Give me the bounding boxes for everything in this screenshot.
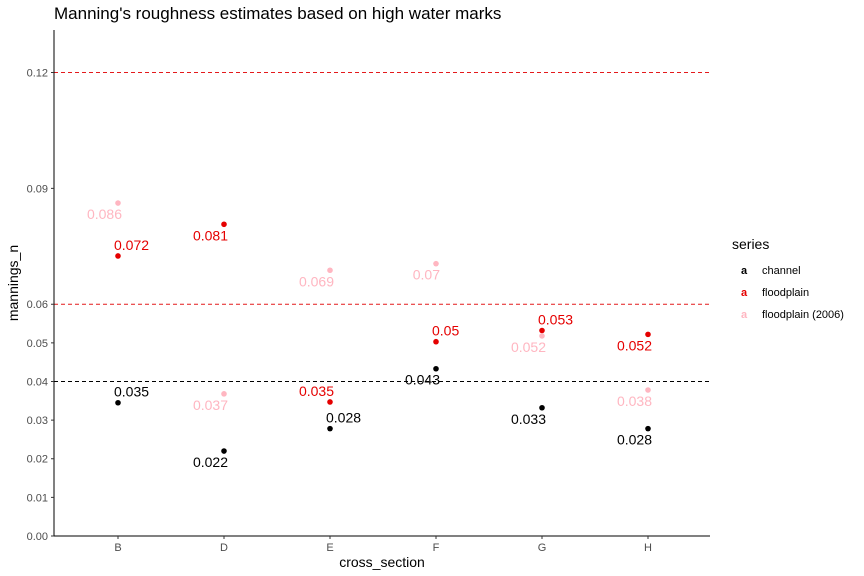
data-label: 0.028: [326, 410, 361, 426]
data-point: [433, 260, 439, 267]
plot-area: 0.035 0.022 0.028 0.043 0.033 0.028 0.072 0.081…: [54, 71, 710, 470]
data-label: 0.035: [114, 384, 149, 400]
x-tick-label: H: [644, 542, 652, 554]
data-point: [433, 365, 439, 372]
data-label: 0.035: [299, 383, 334, 399]
data-label: 0.033: [511, 411, 546, 427]
legend-label: channel: [762, 265, 801, 277]
chart-title: Manning's roughness estimates based on h…: [54, 4, 501, 23]
data-point: [221, 391, 227, 397]
data-point: [433, 338, 439, 345]
data-point: [115, 253, 121, 259]
data-point: [539, 404, 545, 411]
y-axis-title: mannings_n: [5, 245, 21, 321]
y-tick-label: 0.04: [27, 376, 48, 388]
legend-key: a: [741, 265, 748, 277]
data-label: 0.043: [405, 372, 440, 388]
data-label: 0.081: [193, 227, 228, 243]
data-label: 0.022: [193, 454, 228, 470]
y-tick-label: 0.09: [27, 183, 48, 195]
data-label: 0.053: [538, 312, 573, 328]
y-tick-label: 0.01: [27, 492, 48, 504]
series-group: 0.035 0.022 0.028 0.043 0.033 0.028: [114, 365, 652, 470]
series-group: 0.072 0.081 0.035 0.05 0.053 0.052: [114, 221, 652, 405]
data-label: 0.07: [413, 267, 440, 283]
y-tick-label: 0.00: [27, 531, 48, 543]
data-label: 0.038: [617, 393, 652, 409]
y-tick-label: 0.02: [27, 454, 48, 466]
y-tick-label: 0.06: [27, 299, 48, 311]
series-group: 0.086 0.037 0.069 0.07 0.052 0.038: [87, 200, 652, 413]
data-label: 0.052: [617, 337, 652, 353]
data-point: [221, 221, 227, 228]
y-tick-label: 0.05: [27, 338, 48, 350]
data-label: 0.072: [114, 237, 149, 253]
legend-label: floodplain (2006): [762, 309, 844, 321]
legend: series a channel a floodplain a floodplain (2…: [732, 236, 844, 321]
x-tick-label: E: [326, 542, 333, 554]
x-tick-label: G: [538, 542, 547, 554]
data-label: 0.052: [511, 339, 546, 355]
data-point: [539, 327, 545, 334]
legend-key: a: [741, 287, 748, 299]
x-axis-title: cross_section: [339, 554, 425, 570]
legend-key: a: [741, 309, 748, 321]
x-tick-label: B: [114, 542, 121, 554]
data-label: 0.028: [617, 432, 652, 448]
data-point: [645, 425, 651, 432]
data-label: 0.05: [432, 323, 459, 339]
x-tick-label: F: [433, 542, 440, 554]
y-axis: 0.00 0.01 0.02 0.03 0.04 0.05 0.06 0.09 0.12: [27, 67, 54, 543]
legend-label: floodplain: [762, 287, 809, 299]
data-point: [539, 333, 545, 339]
data-point: [327, 267, 333, 274]
x-tick-label: D: [220, 542, 228, 554]
data-point: [115, 399, 121, 406]
data-label: 0.037: [193, 397, 228, 413]
y-tick-label: 0.03: [27, 415, 48, 427]
data-point: [327, 399, 333, 405]
data-point: [221, 448, 227, 454]
legend-title: series: [732, 236, 769, 252]
data-point: [645, 387, 651, 393]
data-label: 0.086: [87, 206, 122, 222]
y-tick-label: 0.12: [27, 67, 48, 79]
data-point: [115, 200, 121, 206]
data-point: [327, 425, 333, 432]
data-point: [645, 331, 651, 338]
data-label: 0.069: [299, 273, 334, 289]
